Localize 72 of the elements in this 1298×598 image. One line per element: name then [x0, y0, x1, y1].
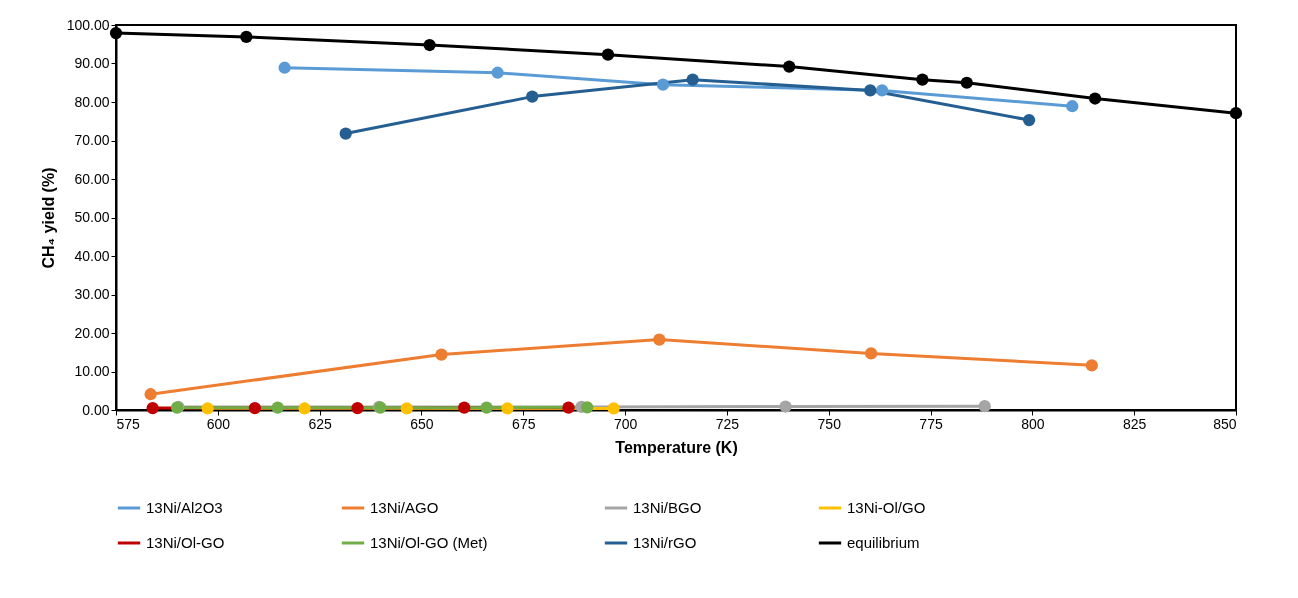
point	[501, 402, 514, 415]
y-tick-label: 90.00	[74, 55, 110, 71]
point	[144, 388, 157, 401]
point	[875, 84, 889, 97]
point	[351, 401, 364, 415]
x-tick-label: 675	[512, 415, 536, 432]
point	[562, 401, 575, 414]
point	[653, 333, 666, 346]
x-tick-label: 750	[817, 415, 842, 432]
point	[278, 61, 291, 74]
point	[339, 127, 352, 140]
point	[526, 90, 539, 103]
y-tick-label: 80.00	[74, 93, 110, 110]
point	[779, 400, 792, 413]
point	[656, 78, 670, 91]
point	[1022, 113, 1036, 127]
x-tick-label: 600	[206, 415, 231, 432]
point	[1085, 359, 1098, 372]
legend-label: 13Ni/BGO	[633, 499, 702, 516]
point	[248, 401, 261, 415]
point	[271, 401, 284, 414]
y-tick-label: 30.00	[74, 286, 110, 302]
point	[601, 48, 615, 61]
point	[298, 402, 311, 415]
x-tick-label: 850	[1213, 415, 1237, 432]
point	[201, 402, 214, 415]
legend-label: 13Ni/rGO	[633, 534, 697, 551]
point	[686, 73, 699, 86]
y-tick-label: 60.00	[74, 170, 110, 187]
y-tick-label: 40.00	[74, 247, 110, 264]
y-tick-label: 20.00	[74, 324, 110, 341]
point	[1229, 107, 1243, 120]
x-tick-label: 825	[1123, 415, 1147, 432]
legend-label: 13Ni/Al2O3	[146, 499, 223, 516]
y-tick-label: 0.00	[82, 401, 110, 418]
point	[491, 66, 504, 79]
point	[1088, 92, 1102, 105]
point	[458, 401, 471, 414]
point	[400, 402, 413, 415]
y-axis-title: CH₄ yield (%)	[39, 167, 57, 269]
point	[607, 402, 620, 415]
legend-label: 13Ni-Ol/GO	[847, 499, 926, 516]
y-tick-label: 10.00	[74, 363, 110, 379]
point	[960, 76, 973, 89]
point	[978, 400, 991, 413]
legend-label: 13Ni/Ol-GO	[146, 534, 225, 551]
y-tick-label: 100.00	[66, 16, 110, 33]
point	[146, 401, 159, 415]
point	[109, 26, 123, 40]
point	[240, 30, 253, 44]
legend-label: 13Ni/Ol-GO (Met)	[370, 534, 488, 551]
x-tick-label: 700	[613, 415, 638, 432]
x-tick-label: 575	[116, 415, 141, 432]
point	[581, 401, 594, 414]
point	[864, 84, 877, 97]
point	[864, 347, 878, 360]
x-tick-label: 725	[715, 415, 740, 432]
x-axis-title: Temperature (K)	[615, 438, 738, 456]
y-tick-label: 50.00	[74, 209, 110, 225]
legend-label: 13Ni/AGO	[370, 499, 439, 516]
point	[916, 73, 929, 86]
point	[783, 60, 796, 73]
point	[423, 38, 436, 52]
legend-label: equilibrium	[847, 534, 920, 551]
point	[480, 401, 493, 414]
x-tick-label: 625	[308, 415, 333, 432]
x-tick-label: 650	[410, 415, 434, 432]
x-tick-label: 775	[919, 415, 943, 432]
y-tick-label: 70.00	[74, 132, 110, 148]
point	[1066, 100, 1079, 113]
point	[435, 348, 448, 361]
x-tick-label: 800	[1021, 415, 1045, 432]
